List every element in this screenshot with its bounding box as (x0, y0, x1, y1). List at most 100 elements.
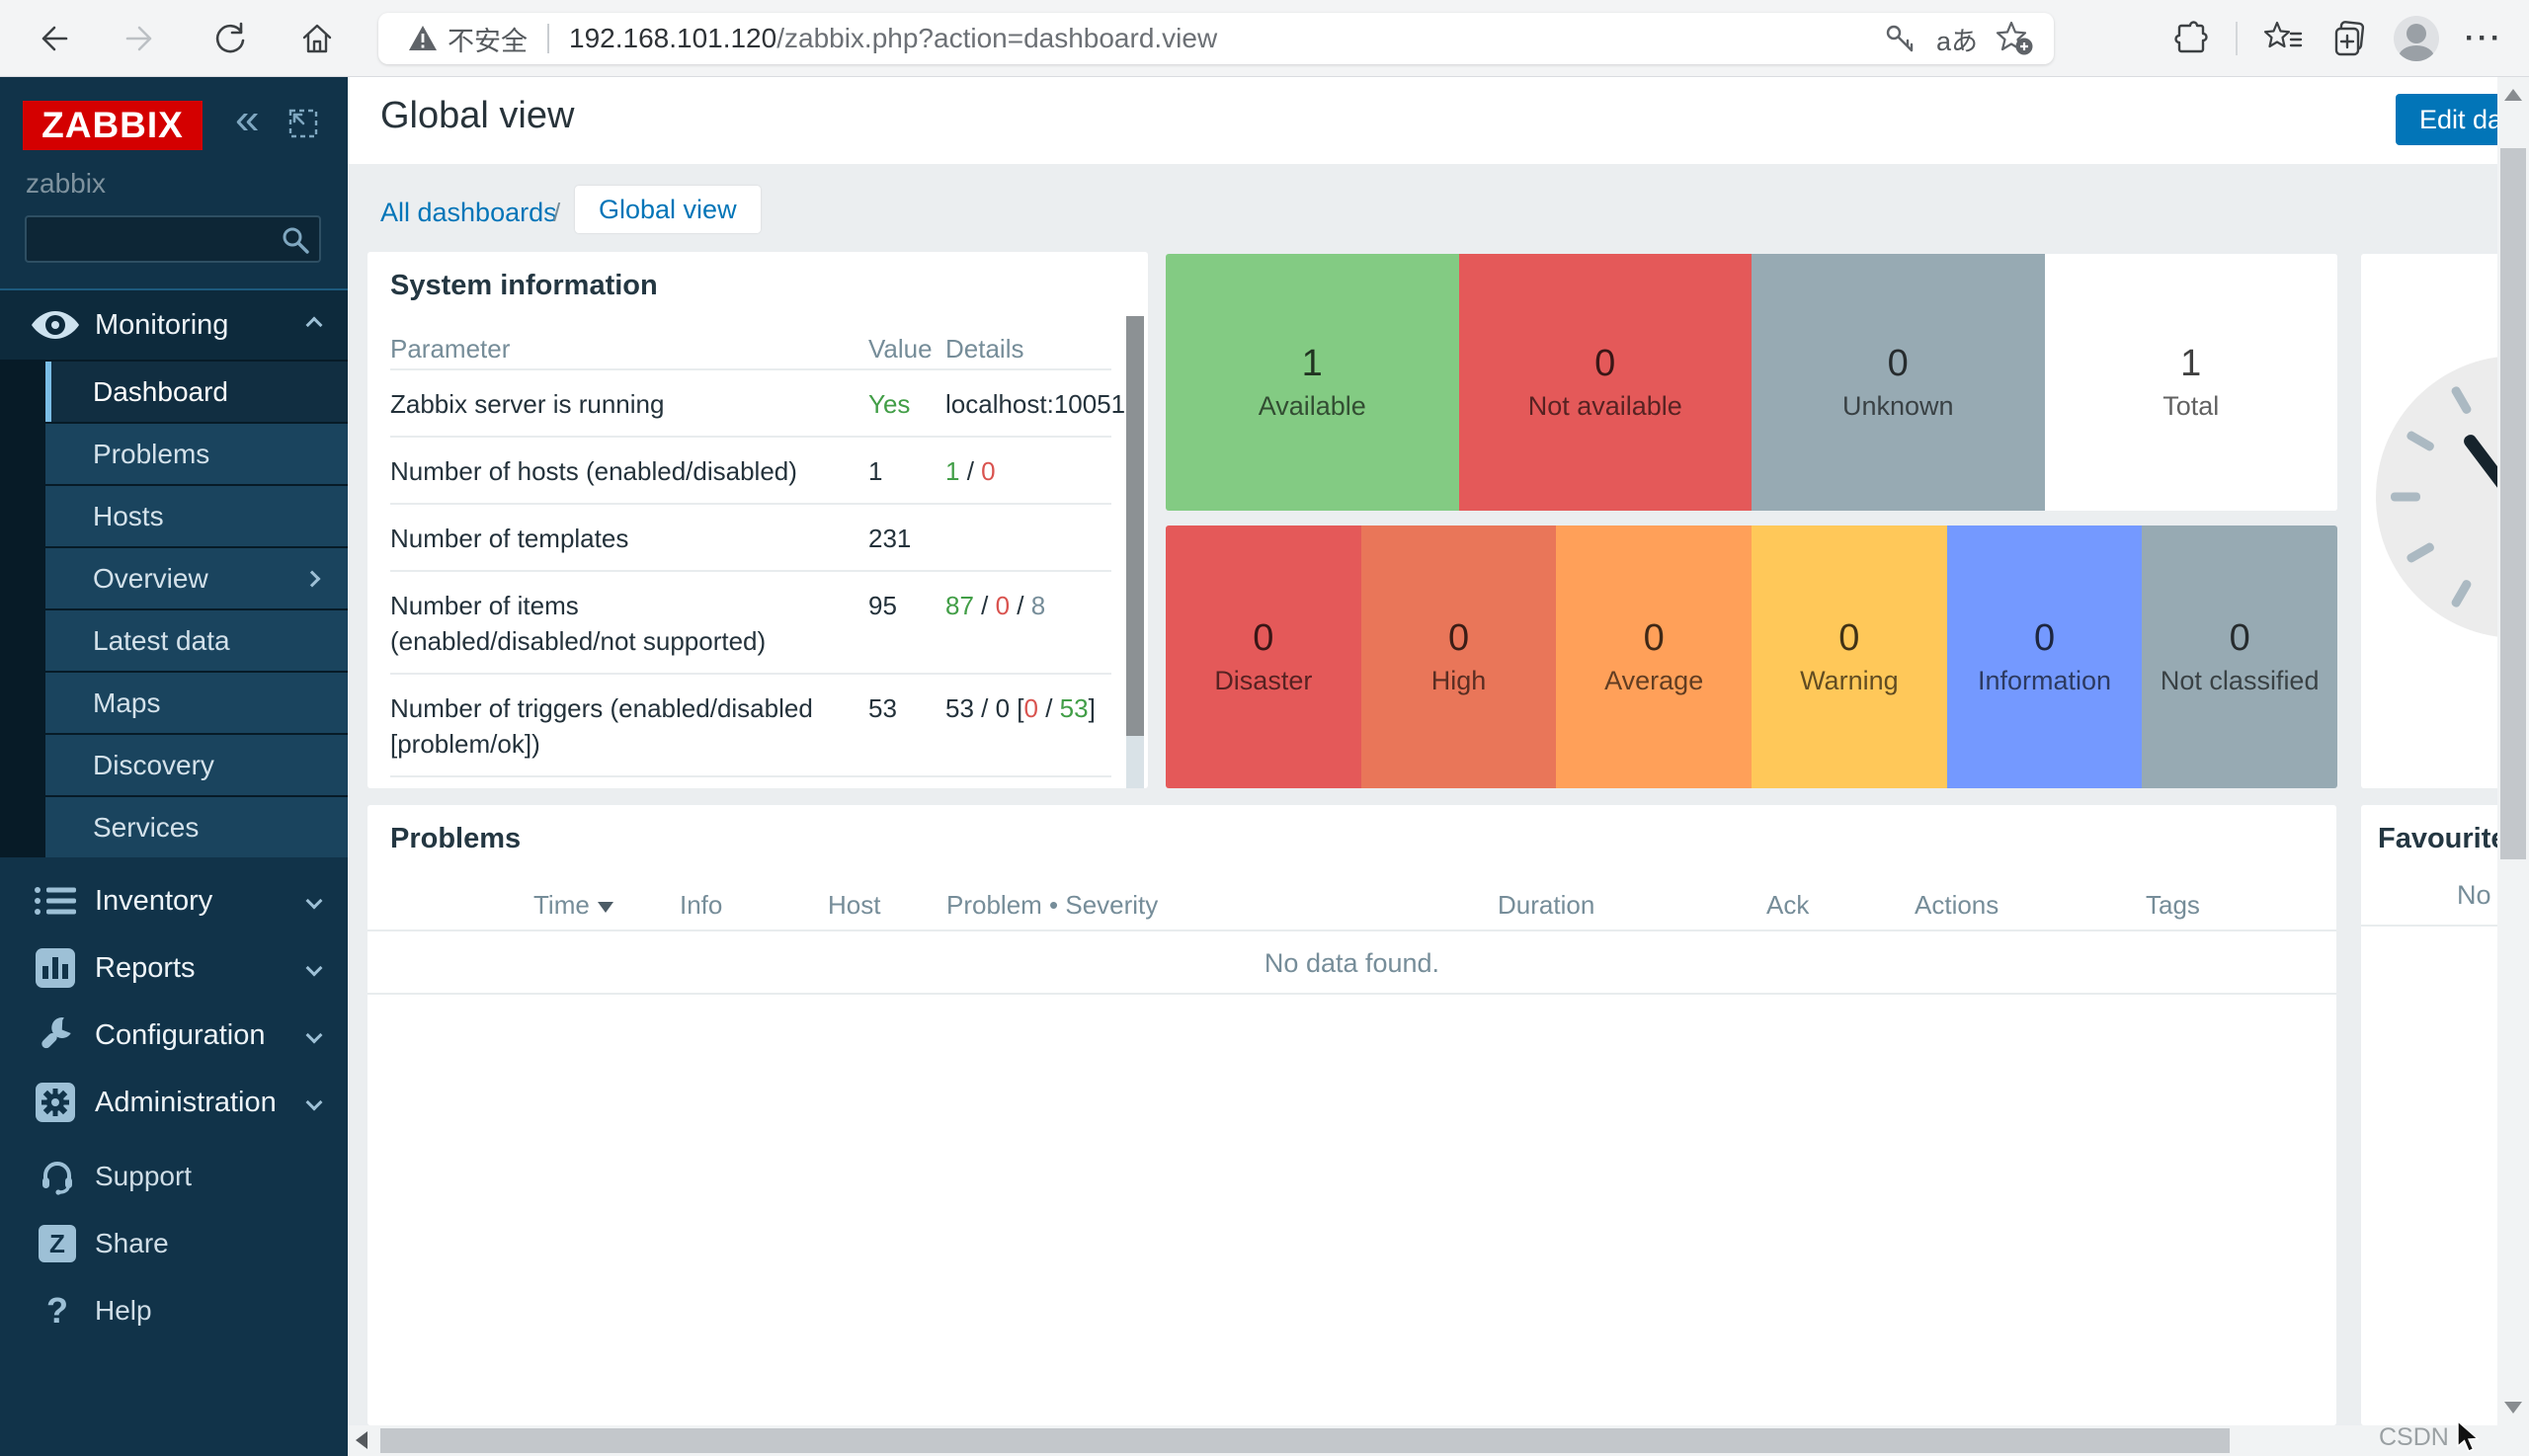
browser-home-button[interactable] (296, 18, 338, 59)
scrollbar-thumb[interactable] (1126, 316, 1144, 736)
sidebar-item-overview[interactable]: Overview (45, 548, 348, 608)
browser-menu-icon[interactable]: ··· (2465, 22, 2503, 54)
zabbix-logo[interactable]: ZABBIX (23, 101, 203, 150)
mouse-cursor (2457, 1420, 2480, 1452)
browser-toolbar: 不安全 192.168.101.120/zabbix.php?action=da… (0, 0, 2529, 77)
cell-count: 0 (1594, 343, 1616, 384)
column-header: Details (945, 333, 1024, 364)
severity-cell-average: 0 Average (1556, 526, 1753, 788)
cell-label: Information (1977, 666, 2112, 695)
scroll-left-arrow[interactable] (356, 1431, 367, 1449)
page-title: Global view (380, 95, 575, 136)
sidebar-section-reports[interactable]: Reports (0, 934, 348, 1002)
cell-label: Unknown (1841, 391, 1954, 421)
chevron-down-icon (305, 959, 323, 977)
cell-count: 0 (1253, 617, 1274, 659)
scrollbar-track (1126, 736, 1144, 788)
cell-count: 0 (1887, 343, 1909, 384)
horizontal-scrollbar-thumb[interactable] (380, 1428, 2230, 1453)
profile-avatar[interactable] (2394, 16, 2440, 61)
breadcrumb-current-chip[interactable]: Global view (575, 186, 761, 233)
server-name-label: zabbix (26, 168, 106, 199)
sidebar-item-help[interactable]: ? Help (0, 1278, 348, 1343)
severity-cell-high: 0 High (1360, 526, 1557, 788)
severity-cell-warning: 0 Warning (1752, 526, 1947, 788)
sidebar-section-monitoring[interactable]: Monitoring (0, 288, 348, 360)
password-key-icon[interactable] (1878, 17, 1921, 60)
sidebar-item-maps[interactable]: Maps (45, 673, 348, 733)
help-question-icon: ? (46, 1290, 68, 1331)
problems-widget: Problems Time Info Host Problem • Severi… (367, 805, 2336, 1425)
eye-icon (30, 309, 81, 341)
sidebar-search (25, 215, 321, 263)
collections-icon[interactable] (2328, 19, 2368, 58)
sidebar-expand-icon[interactable] (288, 109, 318, 138)
severity-cell-not-classified: 0 Not classified (2142, 526, 2337, 788)
extensions-puzzle-icon[interactable] (2172, 20, 2210, 57)
gear-icon (30, 1082, 81, 1123)
avatar-head (2407, 24, 2427, 43)
divider (2361, 925, 2529, 927)
monitoring-submenu: Dashboard Problems Hosts Overview Latest… (0, 360, 348, 857)
vertical-scrollbar-thumb[interactable] (2500, 148, 2526, 859)
avatar-body (2399, 45, 2435, 61)
watermark: CSDN @JTLuo. (2379, 1423, 2480, 1456)
sort-desc-icon (597, 901, 613, 913)
security-chip[interactable]: 不安全 (408, 20, 528, 58)
cell-count: 0 (1643, 617, 1665, 659)
section-label: Monitoring (95, 308, 229, 341)
search-input[interactable] (37, 221, 264, 257)
sidebar-item-dashboard[interactable]: Dashboard (45, 362, 348, 422)
warning-triangle-icon (409, 26, 437, 50)
url-text[interactable]: 192.168.101.120/zabbix.php?action=dashbo… (569, 23, 1218, 53)
column-header-time[interactable]: Time (533, 890, 613, 921)
favorites-hub-icon[interactable] (2263, 20, 2303, 57)
sidebar-item-services[interactable]: Services (45, 797, 348, 857)
home-icon (302, 24, 332, 53)
cell-label: Disaster (1214, 666, 1313, 695)
back-arrow-icon (41, 26, 68, 51)
browser-forward-button[interactable] (121, 18, 162, 59)
sidebar-section-configuration[interactable]: Configuration (0, 1002, 348, 1069)
sidebar-item-support[interactable]: Support (0, 1144, 348, 1209)
address-bar[interactable]: 不安全 192.168.101.120/zabbix.php?action=da… (378, 13, 2054, 64)
widget-title: Problems (390, 823, 522, 854)
severity-cell-disaster: 0 Disaster (1166, 526, 1361, 788)
sidebar-section-administration[interactable]: Administration (0, 1069, 348, 1136)
cell-count: 0 (1838, 617, 1860, 659)
browser-refresh-button[interactable] (209, 18, 251, 59)
security-label: 不安全 (448, 26, 528, 56)
section-label: Configuration (95, 1018, 266, 1051)
sidebar-item-hosts[interactable]: Hosts (45, 486, 348, 546)
sidebar-section-inventory[interactable]: Inventory (0, 867, 348, 934)
column-header-info: Info (680, 890, 723, 920)
sidebar: ZABBIX « zabbix Monitoring Dashboard Pro… (0, 77, 348, 1456)
headset-icon (36, 1158, 79, 1195)
wrench-icon (30, 1014, 81, 1056)
scroll-up-arrow[interactable] (2504, 89, 2522, 101)
scroll-down-arrow[interactable] (2504, 1402, 2522, 1414)
cell-label: High (1430, 666, 1487, 695)
sidebar-item-latest-data[interactable]: Latest data (45, 610, 348, 671)
breadcrumb-all-dashboards-link[interactable]: All dashboards (380, 198, 557, 227)
translate-icon[interactable]: aあ (1935, 26, 1979, 56)
sidebar-collapse-icon[interactable]: « (235, 95, 260, 143)
host-availability-widget: 1 Available 0 Not available 0 Unknown 1 … (1166, 254, 2337, 511)
sidebar-item-discovery[interactable]: Discovery (45, 735, 348, 795)
browser-back-button[interactable] (32, 18, 73, 59)
table-row: Number of users (online) 2 1 (390, 777, 1111, 788)
column-header: Parameter (390, 333, 511, 364)
cell-label: Not available (1527, 391, 1682, 421)
column-header-host: Host (828, 890, 881, 920)
sidebar-item-share[interactable]: Z Share (0, 1211, 348, 1276)
availability-cell-not-available: 0 Not available (1458, 254, 1752, 511)
sidebar-item-problems[interactable]: Problems (45, 424, 348, 484)
cell-label: Available (1258, 391, 1366, 421)
column-header-actions: Actions (1915, 890, 1999, 920)
cell-label: Warning (1800, 666, 1899, 695)
cell-label: Total (2162, 391, 2220, 421)
search-icon[interactable] (280, 224, 311, 256)
add-favorite-star-icon[interactable] (1993, 17, 2036, 60)
section-label: Administration (95, 1086, 277, 1118)
footer-item-label: Support (95, 1161, 193, 1191)
